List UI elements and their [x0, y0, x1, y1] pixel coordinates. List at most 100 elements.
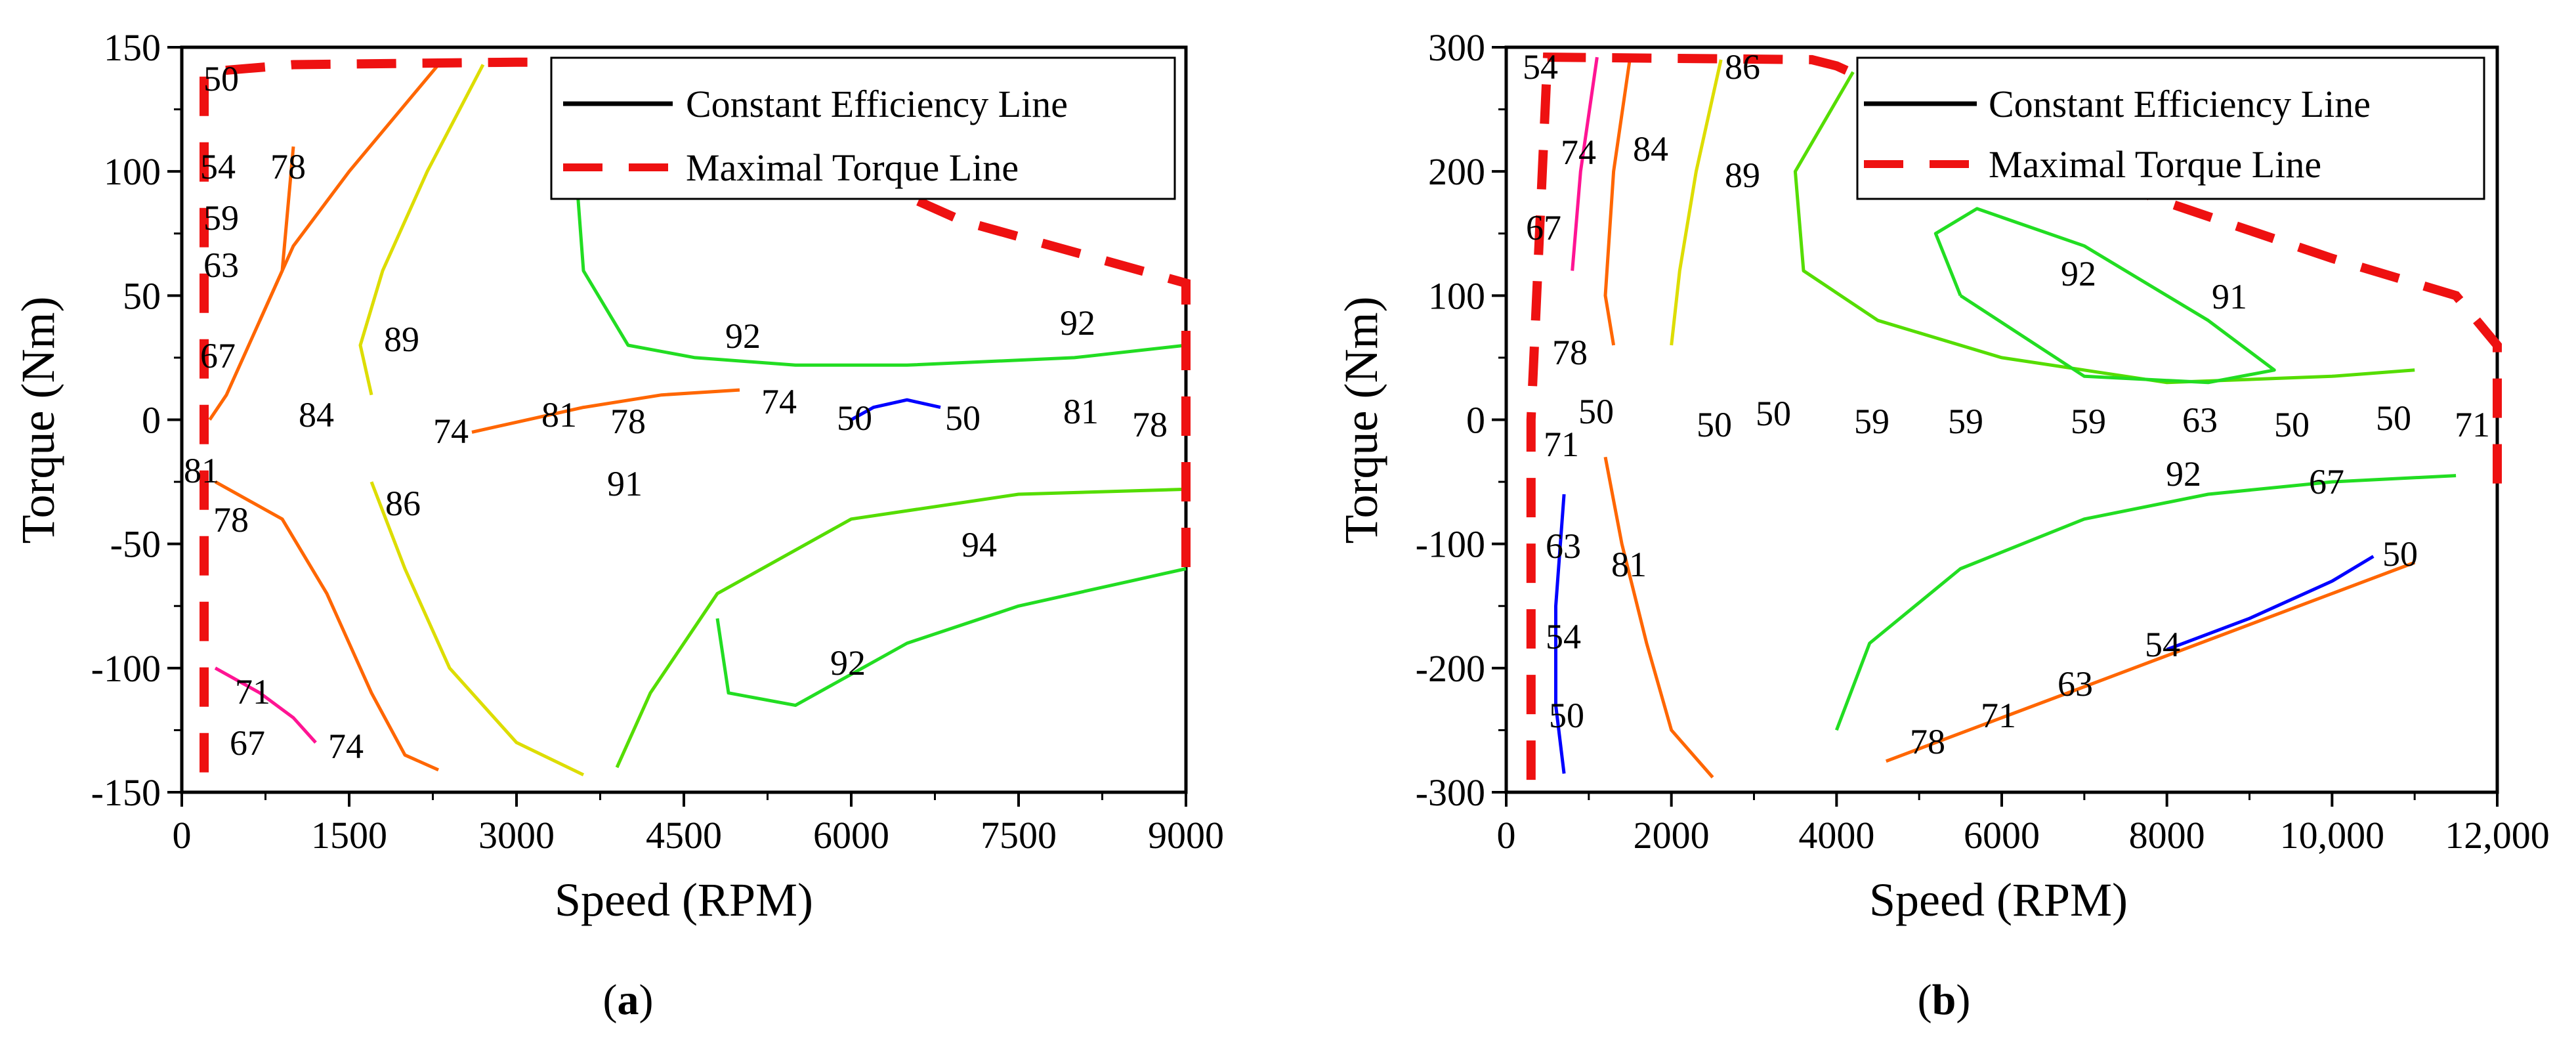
- contour-label: 81: [1611, 545, 1647, 584]
- y-tick-label: 0: [1466, 399, 1485, 442]
- y-ticks-b: -300 -200 -100 0 100 200 300: [1416, 26, 1506, 814]
- x-tick-label: 7500: [981, 814, 1057, 857]
- legend-box-a: [550, 56, 1176, 200]
- y-tick-label: -100: [91, 647, 161, 690]
- contour-label: 50: [1549, 696, 1584, 735]
- x-axis-label-a: Speed (RPM): [555, 874, 813, 926]
- contour-line-92: [1933, 207, 2276, 385]
- x-tick-label: 9000: [1148, 814, 1224, 857]
- contour-line-74: [471, 388, 740, 434]
- y-ticks-a: -150 -100 -50 0 50 100 150: [91, 26, 182, 814]
- x-tick-label: 6000: [1964, 814, 2040, 857]
- contour-label: 81: [184, 451, 219, 490]
- contour-label: 63: [1546, 526, 1581, 566]
- contour-line-78: [258, 146, 295, 322]
- x-tick-label: 6000: [813, 814, 889, 857]
- contour-label: 74: [433, 412, 469, 451]
- x-tick-label: 4000: [1798, 814, 1874, 857]
- contour-label: 59: [2071, 402, 2106, 441]
- contour-label: 67: [1526, 208, 1561, 247]
- contour-label: 91: [2212, 277, 2247, 316]
- contour-line-71: [214, 666, 317, 744]
- contour-label: 59: [1948, 402, 1983, 441]
- y-tick-label: 50: [123, 274, 161, 317]
- y-tick-label: -50: [110, 523, 161, 566]
- legend-b: Constant Efficiency Line Maximal Torque …: [1856, 56, 2485, 200]
- contour-line-89: [358, 64, 485, 396]
- contour-label: 50: [1697, 405, 1732, 444]
- contour-label: 92: [725, 316, 761, 356]
- contour-label: 50: [1756, 394, 1791, 433]
- contour-label: 89: [384, 320, 419, 359]
- y-axis-label-a: Torque (Nm): [12, 297, 64, 544]
- contour-label: 74: [761, 382, 797, 421]
- contour-line-81: [1603, 456, 1714, 778]
- x-tick-label: 10,000: [2280, 814, 2385, 857]
- x-tick-label: 4500: [646, 814, 722, 857]
- y-tick-label: -100: [1416, 523, 1485, 566]
- y-axis-label-b: Torque (Nm): [1335, 297, 1387, 544]
- contour-label: 54: [200, 147, 236, 186]
- contour-line-74: [1571, 56, 1599, 271]
- contour-line-81: [214, 480, 440, 772]
- legend-label-efficiency: Constant Efficiency Line: [686, 83, 1068, 125]
- contour-label: 78: [1552, 333, 1588, 372]
- contour-label: 59: [1854, 402, 1890, 441]
- contour-label: 78: [1910, 722, 1945, 761]
- contour-label: 78: [610, 402, 646, 441]
- contour-label: 67: [200, 336, 236, 375]
- contour-labels-b: 54 86 74 84 89 67 92 91 78 50 50 50 59 5…: [1523, 47, 2490, 761]
- contour-line-50: [1554, 494, 1566, 774]
- contour-label: 89: [1725, 156, 1760, 195]
- contour-label: 84: [299, 395, 334, 435]
- y-tick-label: -300: [1416, 771, 1485, 814]
- contour-line-91: [1793, 71, 2415, 385]
- contour-label: 92: [2166, 454, 2201, 494]
- caption-a: (a): [603, 976, 654, 1024]
- contour-labels-a: 50 54 78 59 63 67 89 84 92 74 81 78 74 5…: [184, 59, 1168, 766]
- contours-b: [1554, 56, 2457, 778]
- contour-label: 50: [2376, 398, 2411, 438]
- contour-label: 63: [2058, 664, 2093, 704]
- contour-label: 50: [1578, 392, 1614, 431]
- x-ticks-b: 0 2000 4000 6000 8000 10,000 12,000: [1497, 792, 2550, 857]
- y-tick-label: 300: [1428, 26, 1485, 69]
- x-tick-label: 12,000: [2445, 814, 2550, 857]
- legend-label-max-torque: Maximal Torque Line: [686, 146, 1019, 189]
- panel-a: 0 1500 3000 4500 6000 7500 9000 -150 -100 -50 0 50…: [12, 26, 1224, 1024]
- contour-label: 63: [203, 245, 239, 285]
- y-tick-label: -200: [1416, 647, 1485, 690]
- contour-label: 54: [2145, 625, 2180, 664]
- contour-label: 50: [2382, 534, 2418, 574]
- contour-label: 92: [1060, 303, 1095, 343]
- contour-label: 92: [2061, 254, 2096, 293]
- contour-line-50: [850, 398, 941, 421]
- contour-label: 50: [203, 59, 239, 98]
- y-tick-label: 0: [142, 399, 161, 442]
- contour-label: 71: [2455, 405, 2490, 444]
- contour-label: 74: [1561, 133, 1596, 172]
- contour-label: 78: [213, 500, 249, 540]
- x-tick-label: 2000: [1634, 814, 1710, 857]
- contour-line-89: [1670, 59, 1723, 346]
- contour-line-84: [1603, 56, 1632, 346]
- x-axis-label-b: Speed (RPM): [1869, 874, 2128, 926]
- contour-label: 94: [961, 525, 997, 564]
- contour-label: 84: [1633, 129, 1668, 169]
- y-tick-label: 100: [1428, 274, 1485, 317]
- contour-line-91: [615, 487, 1187, 769]
- contour-line-50: [2166, 555, 2375, 651]
- contour-label: 91: [607, 464, 643, 503]
- contour-label: 78: [1132, 405, 1168, 444]
- contour-label: 78: [270, 147, 306, 186]
- contour-label: 74: [328, 727, 364, 766]
- contour-label: 86: [385, 484, 421, 523]
- contour-label: 67: [2309, 462, 2344, 501]
- contour-label: 54: [1546, 617, 1581, 656]
- y-tick-label: 100: [104, 150, 161, 193]
- y-tick-label: 150: [104, 26, 161, 69]
- contour-label: 71: [1544, 425, 1579, 464]
- panel-b: 0 2000 4000 6000 8000 10,000 12,000 -300-200-1…: [1335, 26, 2550, 1024]
- contour-label: 50: [837, 398, 872, 438]
